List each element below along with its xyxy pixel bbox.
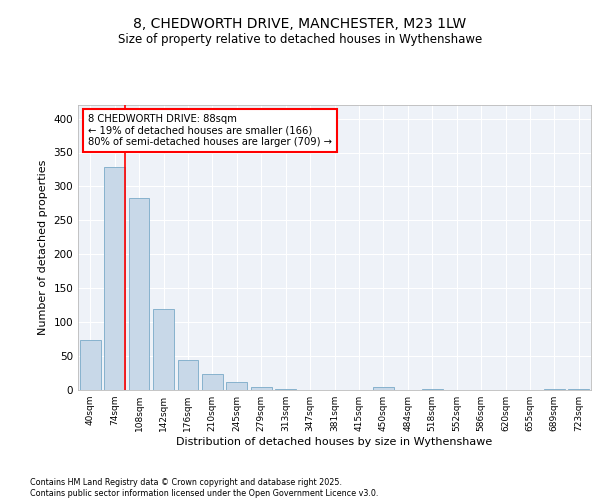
Y-axis label: Number of detached properties: Number of detached properties [38, 160, 48, 335]
Bar [544, 388, 565, 390]
Bar [104, 168, 125, 390]
Bar [251, 388, 272, 390]
Bar [422, 388, 443, 390]
Bar [226, 382, 247, 390]
Bar [568, 388, 589, 390]
Bar [178, 360, 199, 390]
Bar [373, 386, 394, 390]
Text: 8, CHEDWORTH DRIVE, MANCHESTER, M23 1LW: 8, CHEDWORTH DRIVE, MANCHESTER, M23 1LW [133, 18, 467, 32]
Bar [128, 198, 149, 390]
Bar [202, 374, 223, 390]
Bar [153, 308, 174, 390]
Text: Contains HM Land Registry data © Crown copyright and database right 2025.
Contai: Contains HM Land Registry data © Crown c… [30, 478, 379, 498]
Text: 8 CHEDWORTH DRIVE: 88sqm
← 19% of detached houses are smaller (166)
80% of semi-: 8 CHEDWORTH DRIVE: 88sqm ← 19% of detach… [88, 114, 332, 147]
X-axis label: Distribution of detached houses by size in Wythenshawe: Distribution of detached houses by size … [176, 437, 493, 447]
Bar [80, 340, 101, 390]
Text: Size of property relative to detached houses in Wythenshawe: Size of property relative to detached ho… [118, 32, 482, 46]
